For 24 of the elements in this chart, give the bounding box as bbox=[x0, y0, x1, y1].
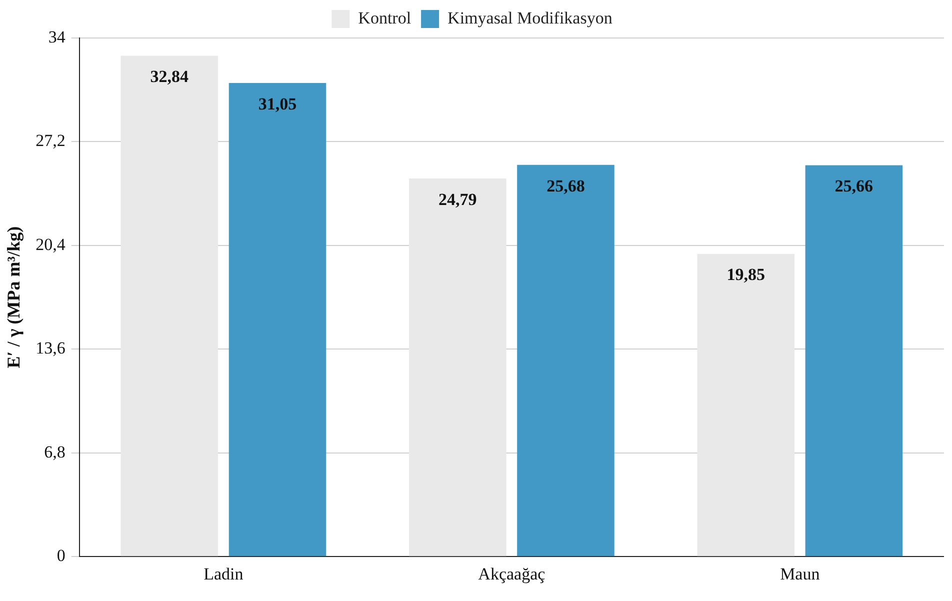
y-tick-label: 34 bbox=[48, 27, 66, 46]
y-tick-label: 20,4 bbox=[36, 234, 66, 254]
y-axis-title: E′ / γ (MPa m³/kg) bbox=[3, 226, 24, 368]
bar bbox=[228, 82, 326, 556]
y-tick-label: 27,2 bbox=[36, 131, 66, 150]
x-tick-label: Ladin bbox=[204, 564, 244, 584]
y-tick-label: 0 bbox=[56, 546, 66, 566]
bar bbox=[517, 164, 614, 556]
data-label: 32,84 bbox=[150, 67, 190, 86]
data-label: 31,05 bbox=[258, 94, 297, 114]
bar bbox=[805, 165, 903, 556]
y-tick-label: 6,8 bbox=[44, 442, 66, 462]
data-label: 25,68 bbox=[546, 176, 585, 196]
data-label: 19,85 bbox=[726, 265, 765, 284]
bar bbox=[120, 56, 218, 556]
legend-label: Kontrol bbox=[358, 8, 412, 28]
bar bbox=[409, 178, 506, 556]
x-tick-label: Maun bbox=[780, 564, 820, 584]
legend-label: Kimyasal Modifikasyon bbox=[448, 8, 613, 28]
data-label: 24,79 bbox=[438, 190, 477, 209]
data-label: 25,66 bbox=[834, 176, 874, 196]
y-tick-label: 13,6 bbox=[36, 338, 66, 358]
bar bbox=[697, 254, 794, 556]
x-tick-label: Akçaağaç bbox=[478, 564, 546, 584]
